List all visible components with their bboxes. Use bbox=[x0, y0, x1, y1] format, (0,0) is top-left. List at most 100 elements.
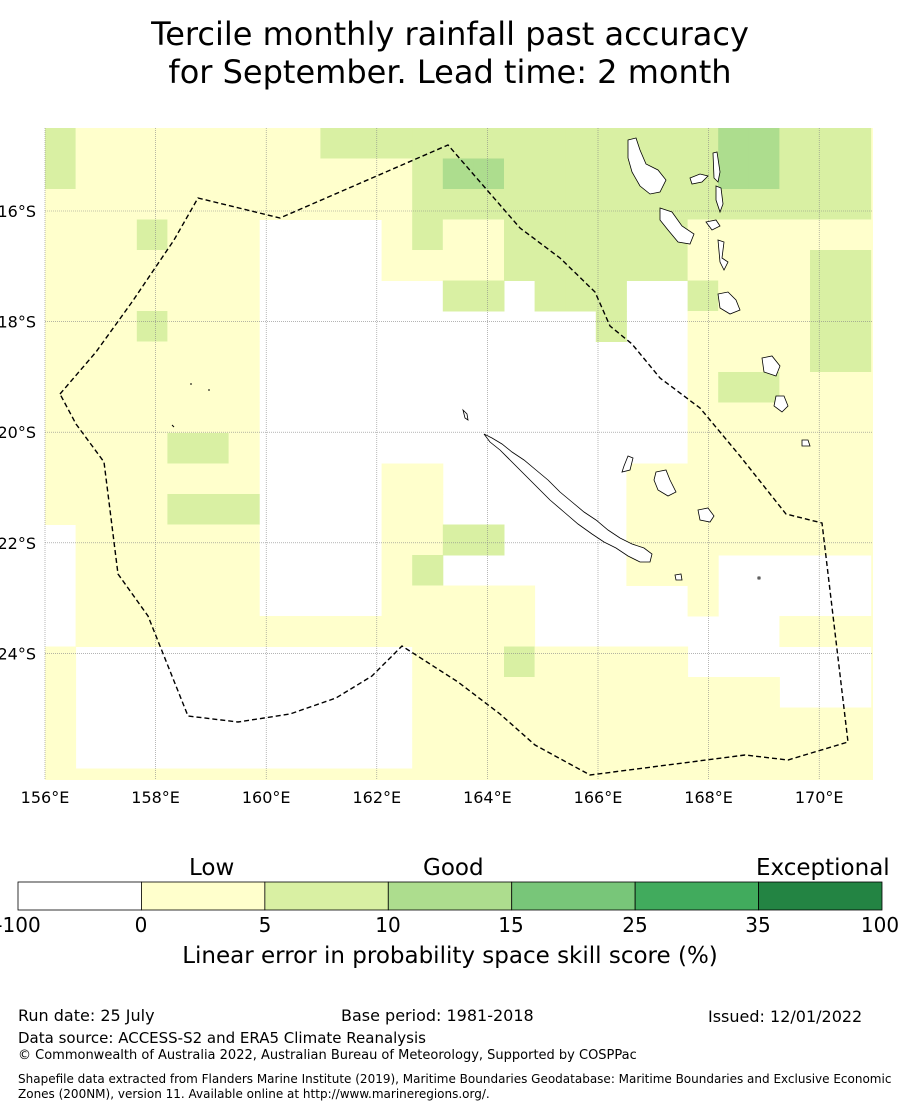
grid-cell bbox=[473, 738, 505, 769]
grid-cell bbox=[810, 250, 842, 281]
grid-cell bbox=[626, 707, 658, 739]
grid-cell bbox=[106, 555, 138, 586]
grid-cell bbox=[473, 250, 505, 281]
grid-cell bbox=[136, 158, 168, 190]
grid-cell bbox=[167, 311, 199, 342]
grid-cell bbox=[718, 677, 750, 708]
grid-cell bbox=[565, 677, 597, 708]
data-source: Data source: ACCESS-S2 and ERA5 Climate … bbox=[18, 1029, 426, 1047]
grid-cell bbox=[167, 402, 199, 434]
grid-cell bbox=[167, 372, 199, 403]
grid-cell bbox=[626, 646, 658, 678]
grid-cell bbox=[45, 677, 77, 708]
grid-cell bbox=[779, 128, 811, 159]
grid-cell bbox=[75, 311, 107, 342]
grid-cell bbox=[687, 189, 719, 220]
grid-cell bbox=[136, 341, 168, 373]
grid-cell bbox=[45, 707, 77, 739]
grid-cell bbox=[534, 250, 566, 281]
grid-cell bbox=[565, 189, 597, 220]
grid-cell bbox=[45, 311, 77, 342]
grid-cell bbox=[687, 677, 719, 708]
grid-cell bbox=[718, 463, 750, 495]
grid-cell bbox=[840, 341, 872, 373]
grid-cell bbox=[75, 768, 107, 780]
issued-date: Issued: 12/01/2022 bbox=[708, 1007, 863, 1026]
grid-cell bbox=[779, 768, 811, 780]
grid-cell bbox=[412, 189, 444, 220]
colorbar-swatch bbox=[634, 881, 759, 911]
grid-cell bbox=[718, 158, 750, 190]
grid-cell bbox=[106, 280, 138, 312]
grid-cell bbox=[473, 219, 505, 251]
grid-cell bbox=[412, 738, 444, 769]
grid-cell bbox=[595, 280, 627, 312]
graticule bbox=[44, 128, 873, 780]
grid-cell bbox=[45, 402, 77, 434]
grid-cell bbox=[106, 402, 138, 434]
grid-cell bbox=[228, 433, 260, 464]
ambrym bbox=[705, 219, 721, 231]
grid-cell bbox=[228, 402, 260, 434]
grid-cell bbox=[45, 189, 77, 220]
grid-cell bbox=[840, 402, 872, 434]
grid-cell bbox=[136, 768, 168, 780]
grid-cell bbox=[45, 158, 77, 190]
grid-cell bbox=[534, 768, 566, 780]
grid-cell bbox=[75, 158, 107, 190]
grid-cell bbox=[198, 402, 230, 434]
grid-cell bbox=[810, 707, 842, 739]
grid-cell bbox=[595, 189, 627, 220]
grid-cell bbox=[840, 463, 872, 495]
grid-cell bbox=[259, 768, 291, 780]
grid-cell bbox=[779, 250, 811, 281]
grid-cell bbox=[565, 646, 597, 678]
run-date: Run date: 25 July bbox=[18, 1006, 155, 1025]
chesterfield-islets bbox=[171, 383, 210, 428]
grid-cell bbox=[504, 738, 536, 769]
grid-cell bbox=[534, 189, 566, 220]
ouvea-island bbox=[621, 455, 634, 473]
grid-cell bbox=[779, 463, 811, 495]
grid-cell bbox=[228, 311, 260, 342]
lon-label-164e: 164°E bbox=[463, 788, 512, 807]
grid-cell bbox=[718, 738, 750, 769]
grid-cell bbox=[504, 128, 536, 159]
grid-cell bbox=[473, 646, 505, 678]
belep-islands bbox=[462, 408, 469, 421]
grid-cell bbox=[718, 341, 750, 373]
grid-cell bbox=[381, 158, 413, 190]
grid-cell bbox=[228, 280, 260, 312]
grid-cell bbox=[810, 738, 842, 769]
grid-cell bbox=[198, 768, 230, 780]
coastlines bbox=[171, 137, 811, 581]
grid-cell bbox=[106, 463, 138, 495]
grid-cell bbox=[412, 128, 444, 159]
grid-cell bbox=[412, 707, 444, 739]
grid-cell bbox=[136, 372, 168, 403]
colorbar-tick: 5 bbox=[258, 913, 272, 937]
grid-cell bbox=[871, 768, 873, 780]
grid-cell bbox=[871, 616, 873, 647]
grid-cell bbox=[136, 616, 168, 647]
grid-cell bbox=[779, 189, 811, 220]
grid-cell bbox=[167, 616, 199, 647]
grid-cell bbox=[718, 311, 750, 342]
grid-cell bbox=[442, 646, 474, 678]
grid-cell bbox=[198, 372, 230, 403]
grid-cell bbox=[779, 311, 811, 342]
grid-cell bbox=[748, 494, 780, 525]
grid-cell bbox=[106, 158, 138, 190]
grid-cell bbox=[228, 555, 260, 586]
grid-cell bbox=[810, 189, 842, 220]
grid-cell bbox=[718, 128, 750, 159]
grid-cell bbox=[45, 280, 77, 312]
grid-cell bbox=[748, 433, 780, 464]
grid-cell bbox=[810, 768, 842, 780]
grid-cell bbox=[381, 250, 413, 281]
grid-cell bbox=[381, 585, 413, 617]
grid-cell bbox=[45, 463, 77, 495]
grid-cell bbox=[687, 524, 719, 556]
grid-cell bbox=[504, 158, 536, 190]
grid-cell bbox=[565, 280, 597, 312]
